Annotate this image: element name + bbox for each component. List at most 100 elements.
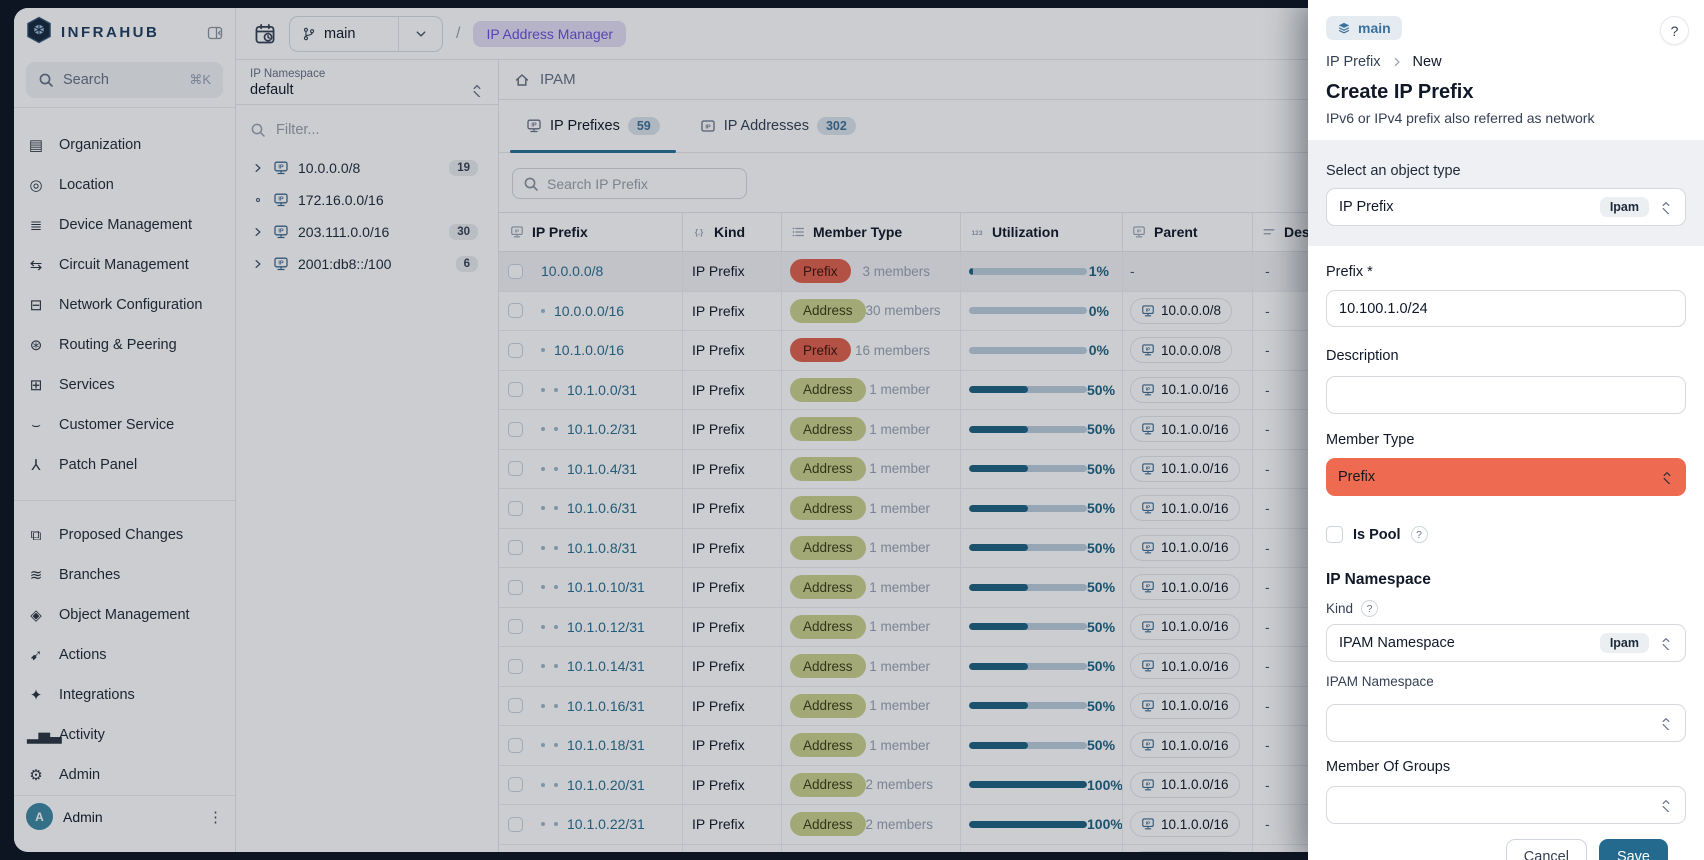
parent-prefix-pill[interactable]: IP 10.0.0.0/8 [1130,297,1233,324]
row-checkbox[interactable] [508,579,523,595]
column-header-description[interactable]: Des [1253,213,1704,251]
row-checkbox[interactable] [508,698,523,714]
sidebar-item-services[interactable]: ⊞ Services [14,365,235,405]
prefix-link[interactable]: 10.1.0.12/31 [567,618,645,635]
user-row[interactable]: A Admin ⋮ [14,795,235,837]
sidebar-item-network-configuration[interactable]: ⊟ Network Configuration [14,285,235,325]
parent-prefix-pill[interactable]: IP 10.1.0.0/16 [1130,416,1240,443]
tree-filter[interactable] [236,105,498,147]
member-of-groups-select[interactable] [1326,786,1686,824]
breadcrumb-ip-address-manager[interactable]: IP Address Manager [473,20,627,47]
tree-item-10-0-0-0-8[interactable]: IP 10.0.0.0/8 19 [236,152,498,184]
sidebar-search[interactable]: ⌘K [26,62,223,98]
tree-item-172-16-0-0-16[interactable]: IP 172.16.0.0/16 [236,184,498,216]
ip-namespace-select[interactable]: IP Namespace default [236,60,498,105]
parent-prefix-pill[interactable]: IP 10.1.0.0/16 [1130,534,1240,561]
prefix-link[interactable]: 10.1.0.4/31 [567,460,638,477]
prefix-input[interactable] [1326,290,1686,327]
parent-prefix-pill[interactable]: IP 10.1.0.0/16 [1130,732,1240,759]
parent-prefix-pill[interactable]: IP 10.1.0.0/16 [1130,455,1240,482]
prefix-link[interactable]: 10.0.0.0/8 [541,263,604,280]
ipam-namespace-select[interactable] [1326,704,1686,742]
row-checkbox[interactable] [508,816,523,832]
branch-selector[interactable]: main [289,15,443,52]
chevron-right-icon[interactable] [252,226,264,238]
object-type-select[interactable]: IP Prefix Ipam [1326,188,1686,226]
table-row[interactable]: 10.0.0.0/16 IP Prefix Address 30 members 0% I… [499,291,1704,331]
row-checkbox[interactable] [508,540,523,556]
member-type-select[interactable]: Prefix [1326,458,1686,496]
sidebar-item-object-management[interactable]: ◈ Object Management [14,595,235,635]
table-row[interactable]: 10.1.0.6/31 IP Prefix Address 1 member 50% IP… [499,489,1704,529]
row-checkbox[interactable] [508,658,523,674]
sidebar-collapse-icon[interactable] [207,25,223,41]
row-checkbox[interactable] [508,461,523,477]
tree-filter-input[interactable] [276,122,426,138]
sidebar-item-device-management[interactable]: ≣ Device Management [14,205,235,245]
sidebar-item-patch-panel[interactable]: ⅄ Patch Panel [14,445,235,485]
prefix-link[interactable]: 10.1.0.10/31 [567,579,645,596]
table-search-input[interactable] [547,175,717,192]
prefix-link[interactable]: 10.0.0.0/16 [554,302,625,319]
sidebar-item-actions[interactable]: ➹ Actions [14,635,235,675]
parent-prefix-pill[interactable]: IP 10.1.0.0/16 [1130,811,1240,838]
sidebar-item-customer-service[interactable]: ⌣ Customer Service [14,405,235,445]
row-checkbox[interactable] [508,619,523,635]
column-header-member-type[interactable]: Member Type [782,213,961,251]
tab-ip-prefixes[interactable]: IP IP Prefixes 59 [510,100,676,153]
row-checkbox[interactable] [508,737,523,753]
sidebar-item-circuit-management[interactable]: ⇆ Circuit Management [14,245,235,285]
tree-item-2001-db8-100[interactable]: IP 2001:db8::/100 6 [236,248,498,280]
prefix-link[interactable]: 10.1.0.0/31 [567,381,638,398]
column-header-ip-prefix[interactable]: IP IP Prefix [499,213,683,251]
parent-prefix-pill[interactable]: IP 10.1.0.0/16 [1130,771,1240,798]
description-input[interactable] [1326,376,1686,414]
parent-prefix-pill[interactable]: IP 10.1.0.0/16 [1130,495,1240,522]
row-checkbox[interactable] [508,777,523,793]
row-checkbox[interactable] [508,263,523,279]
kind-select[interactable]: IPAM Namespace Ipam [1326,624,1686,662]
cancel-button[interactable]: Cancel [1505,839,1587,860]
prefix-link[interactable]: 10.1.0.22/31 [567,816,645,833]
prefix-link[interactable]: 10.1.0.16/31 [567,697,645,714]
column-header-parent[interactable]: IP Parent [1123,213,1253,251]
prefix-link[interactable]: 10.1.0.2/31 [567,421,638,438]
chevron-right-icon[interactable] [252,258,264,270]
sidebar-item-location[interactable]: ◎ Location [14,165,235,205]
table-search[interactable] [512,168,747,199]
sidebar-item-organization[interactable]: ▤ Organization [14,125,235,165]
parent-prefix-pill[interactable]: IP 10.0.0.0/8 [1130,337,1233,364]
row-checkbox[interactable] [508,500,523,516]
tree-item-203-111-0-0-16[interactable]: IP 203.111.0.0/16 30 [236,216,498,248]
home-icon[interactable] [514,72,530,88]
search-input[interactable] [63,72,173,88]
prefix-link[interactable]: 10.1.0.20/31 [567,776,645,793]
breadcrumb-object[interactable]: IP Prefix [1326,54,1381,70]
sidebar-item-proposed-changes[interactable]: ⧉ Proposed Changes [14,515,235,555]
column-header-kind[interactable]: {.} Kind [683,213,782,251]
time-travel-calendar-icon[interactable] [254,23,276,45]
sidebar-item-branches[interactable]: ≋ Branches [14,555,235,595]
sidebar-item-integrations[interactable]: ✦ Integrations [14,675,235,715]
prefix-link[interactable]: 10.1.0.0/16 [554,342,625,359]
sidebar-item-activity[interactable]: ▂▅▃ Activity [14,715,235,755]
parent-prefix-pill[interactable]: IP 10.1.0.0/16 [1130,692,1240,719]
is-pool-checkbox[interactable] [1326,526,1343,543]
sidebar-item-admin[interactable]: ⚙ Admin [14,755,235,795]
row-checkbox[interactable] [508,303,523,319]
column-header-utilization[interactable]: 123 Utilization [961,213,1123,251]
prefix-link[interactable]: 10.1.0.6/31 [567,500,638,517]
sidebar-item-routing-peering[interactable]: ⊛ Routing & Peering [14,325,235,365]
row-checkbox[interactable] [508,421,523,437]
tab-ip-addresses[interactable]: IP IP Addresses 302 [684,100,872,152]
modal-dim-overlay[interactable] [0,0,1308,860]
help-button[interactable]: ? [1660,16,1689,45]
user-menu-kebab-icon[interactable]: ⋮ [208,808,223,826]
parent-prefix-pill[interactable]: IP 10.1.0.0/16 [1130,574,1240,601]
prefix-link[interactable]: 10.1.0.14/31 [567,658,645,675]
is-pool-help-icon[interactable]: ? [1410,526,1428,543]
parent-prefix-pill[interactable]: IP 10.1.0.0/16 [1130,376,1240,403]
row-checkbox[interactable] [508,382,523,398]
chevron-right-icon[interactable] [252,162,264,174]
